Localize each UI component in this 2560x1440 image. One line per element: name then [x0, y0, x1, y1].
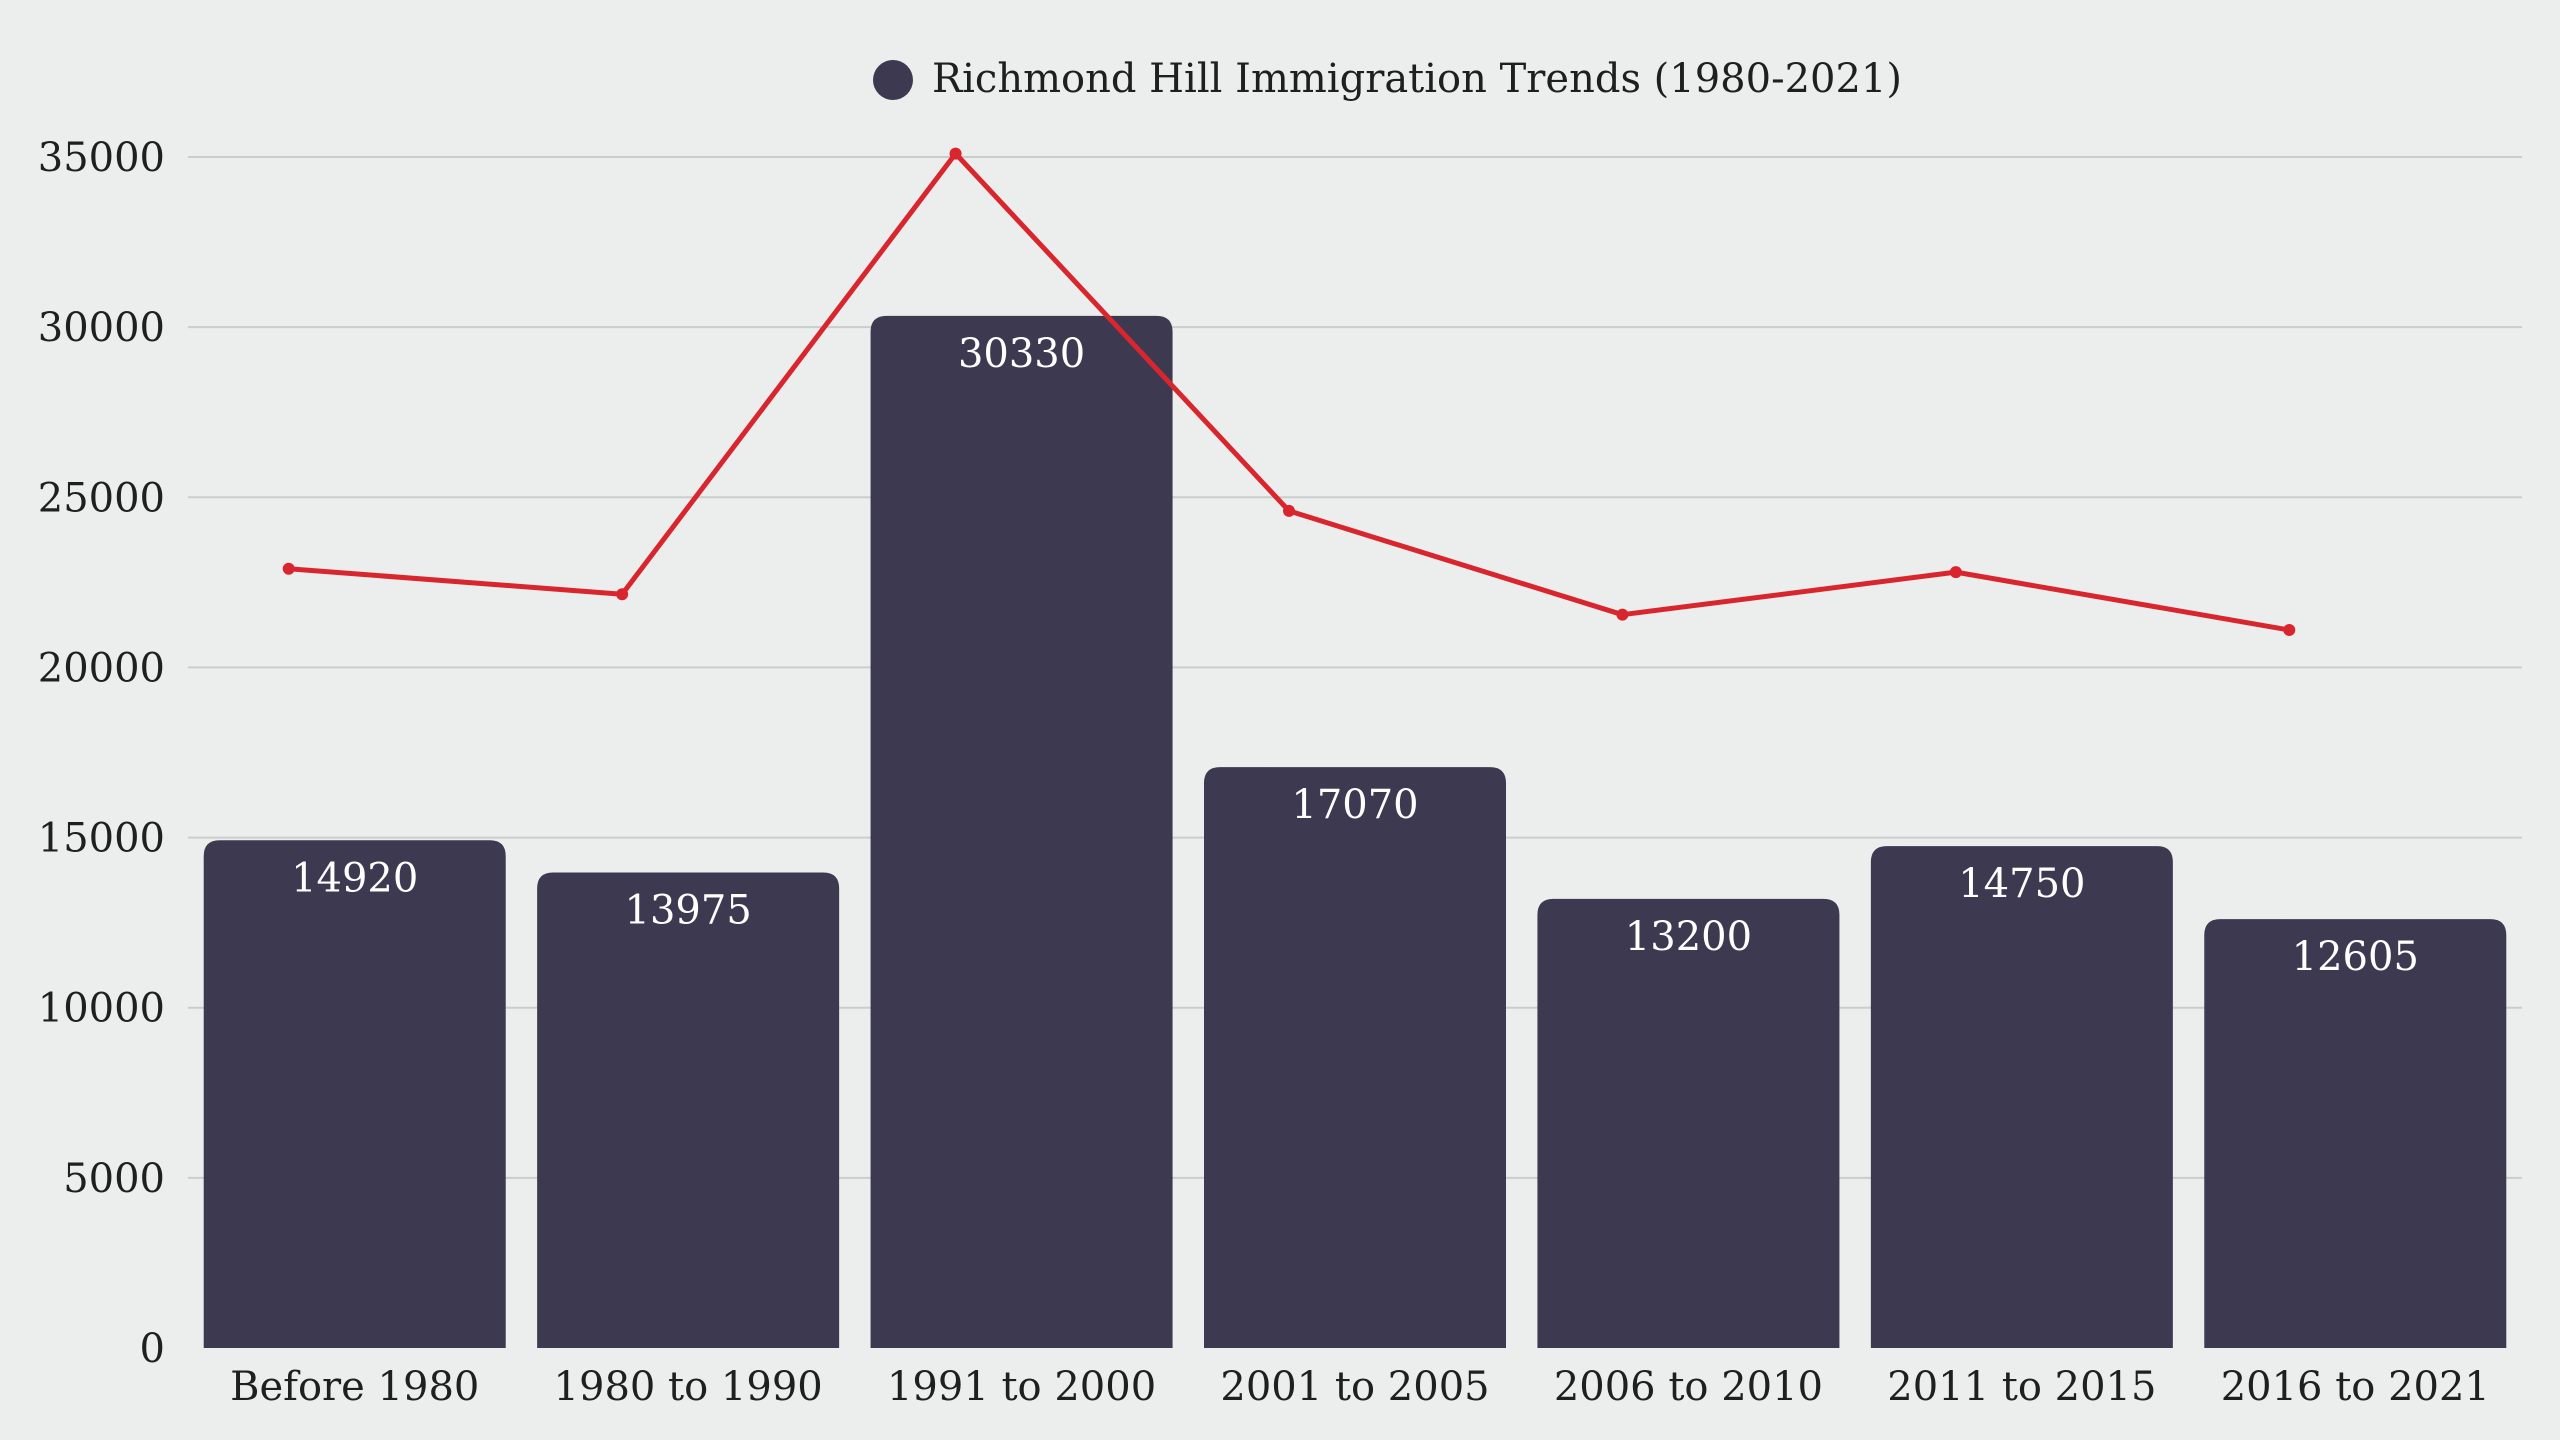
- x-tick-label: Before 1980: [230, 1364, 479, 1410]
- y-tick-label: 20000: [38, 645, 165, 691]
- bar: [1870, 846, 2173, 1348]
- x-tick-label: 2001 to 2005: [1220, 1364, 1489, 1410]
- line-point: [1283, 504, 1295, 517]
- y-tick-label: 10000: [38, 986, 165, 1032]
- line-point: [282, 562, 295, 575]
- y-tick-label: 25000: [38, 475, 165, 521]
- y-tick-label: 30000: [38, 305, 165, 351]
- bar-value-label: 14750: [1958, 861, 2085, 907]
- bar-value-label: 30330: [958, 331, 1085, 377]
- bar: [1204, 767, 1506, 1348]
- y-tick-label: 15000: [38, 816, 165, 862]
- x-tick-label: 2016 to 2021: [2221, 1364, 2490, 1410]
- line-series-path: [288, 151, 2290, 633]
- bar-value-label: 17070: [1291, 782, 1418, 828]
- line-point: [2283, 623, 2296, 636]
- bars: [203, 315, 2507, 1348]
- line-point: [616, 588, 629, 601]
- y-axis-ticks: 0 5000 10000 15000 20000 25000 30000 35000: [38, 135, 165, 1372]
- bar-value-label: 12605: [2292, 934, 2419, 980]
- x-tick-label: 1991 to 2000: [887, 1364, 1156, 1410]
- bar: [870, 315, 1173, 1348]
- bar: [537, 872, 840, 1348]
- bar: [1537, 898, 1840, 1348]
- y-tick-label: 35000: [38, 135, 165, 181]
- bar-value-label: 13975: [625, 887, 752, 933]
- line-point: [949, 147, 962, 160]
- legend-label: Richmond Hill Immigration Trends (1980-2…: [932, 56, 1902, 102]
- line-point: [1616, 608, 1629, 621]
- x-axis-ticks: Before 1980 1980 to 1990 1991 to 2000 2001 …: [230, 1364, 2490, 1410]
- bar-value-label: 13200: [1625, 914, 1752, 960]
- y-tick-label: 0: [140, 1326, 165, 1372]
- legend: Richmond Hill Immigration Trends (1980-2…: [873, 56, 1902, 102]
- bar: [2204, 919, 2507, 1348]
- x-tick-label: 2011 to 2015: [1887, 1364, 2156, 1410]
- bar-value-label: 14920: [291, 855, 418, 901]
- line-point: [1949, 566, 1962, 579]
- legend-marker: [873, 60, 913, 100]
- line-series: [282, 147, 2296, 636]
- x-tick-label: 1980 to 1990: [554, 1364, 823, 1410]
- bar: [203, 840, 506, 1348]
- x-tick-label: 2006 to 2010: [1554, 1364, 1823, 1410]
- y-tick-label: 5000: [63, 1156, 165, 1202]
- bar-value-labels: 14920 13975 30330 17070 13200 14750 12605: [291, 331, 2419, 980]
